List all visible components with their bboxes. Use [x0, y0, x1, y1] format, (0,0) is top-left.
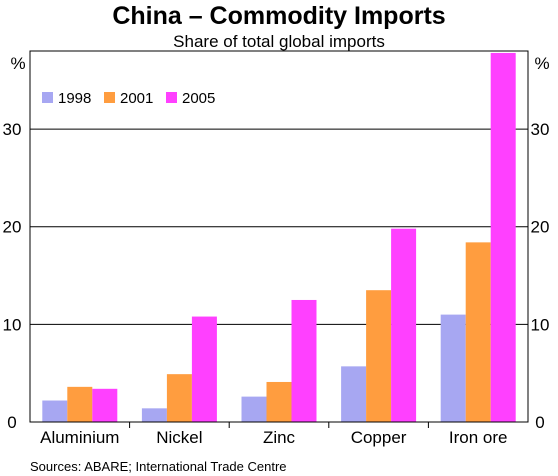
legend-label: 2005 — [182, 90, 215, 107]
x-category-label: Nickel — [156, 428, 202, 447]
y-tick-label-left: 10 — [3, 315, 22, 334]
x-category-label: Copper — [351, 428, 407, 447]
bar-2005-iron-ore — [490, 52, 516, 422]
x-category-label: Iron ore — [449, 428, 508, 447]
bar-2001-copper — [366, 290, 392, 422]
axis-ticks: 0 0 10 10 20 20 30 30 Aluminium Nickel Zinc Copper I… — [3, 120, 550, 447]
chart-title: China – Commodity Imports — [112, 2, 446, 30]
y-unit-right: % — [534, 54, 549, 73]
bar-2005-aluminium — [92, 388, 118, 422]
legend: 1998 2001 2005 — [42, 90, 215, 107]
bar-2001-iron-ore — [465, 242, 491, 422]
bar-2005-zinc — [291, 299, 317, 422]
x-category-label: Zinc — [263, 428, 296, 447]
bar-1998-nickel — [141, 408, 167, 422]
bar-1998-iron-ore — [440, 314, 466, 422]
chart-subtitle: Share of total global imports — [173, 32, 385, 51]
bars — [42, 52, 516, 422]
plot-frame — [29, 50, 529, 423]
y-tick-label-right: 20 — [531, 218, 550, 237]
y-tick-label-right: 30 — [531, 120, 550, 139]
bar-1998-zinc — [241, 396, 267, 422]
bar-2001-zinc — [266, 381, 292, 422]
y-tick-label-right: 0 — [535, 413, 544, 432]
bar-1998-copper — [341, 366, 367, 422]
source-note: Sources: ABARE; International Trade Cent… — [30, 459, 287, 474]
y-tick-label-left: 30 — [3, 120, 22, 139]
y-tick-label-left: 20 — [3, 218, 22, 237]
bar-2005-nickel — [191, 316, 217, 422]
bar-2001-aluminium — [67, 386, 93, 422]
y-tick-label-right: 10 — [531, 315, 550, 334]
legend-swatch-2005 — [166, 92, 177, 103]
legend-swatch-2001 — [104, 92, 115, 103]
y-tick-label-left: 0 — [7, 413, 16, 432]
bar-2001-nickel — [166, 374, 192, 422]
gridlines — [30, 128, 528, 325]
x-category-label: Aluminium — [40, 428, 119, 447]
bar-1998-aluminium — [42, 400, 68, 422]
y-unit-left: % — [10, 54, 25, 73]
bar-2005-copper — [391, 228, 417, 422]
legend-swatch-1998 — [42, 92, 53, 103]
legend-label: 1998 — [58, 90, 91, 107]
legend-label: 2001 — [120, 90, 153, 107]
